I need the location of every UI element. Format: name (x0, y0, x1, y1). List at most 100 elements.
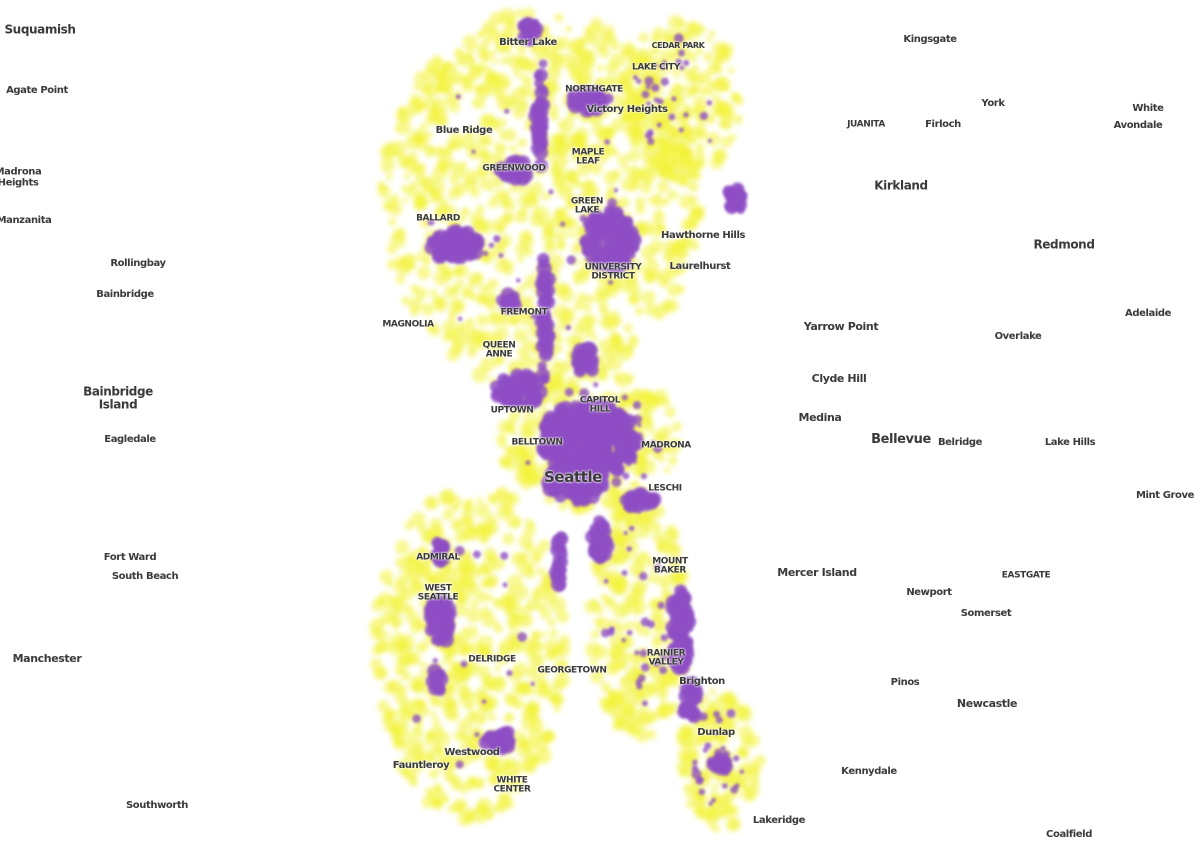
heat-dot (726, 816, 741, 832)
heat-dot (716, 733, 728, 745)
place-label: Somerset (960, 607, 1012, 619)
heat-dot (446, 142, 456, 152)
heat-blob (651, 83, 660, 93)
heat-blob (498, 252, 504, 258)
heat-blob (538, 59, 548, 69)
place-label: Southworth (125, 799, 189, 811)
heat-dot (429, 517, 443, 531)
heat-dot (439, 160, 446, 167)
heat-blob (691, 769, 702, 780)
heat-blob (713, 710, 721, 718)
heat-dot (528, 181, 544, 197)
heat-dot (523, 295, 535, 306)
heat-dot (482, 20, 497, 34)
heat-dot (436, 69, 450, 82)
heat-dot (409, 778, 418, 787)
heat-dot (487, 712, 497, 722)
heat-dot (667, 171, 678, 182)
heat-dot (734, 96, 744, 106)
heat-dot (659, 49, 674, 64)
heat-dot (467, 347, 477, 358)
heat-dot (655, 434, 667, 445)
heat-dot (573, 139, 588, 154)
heat-dot (578, 67, 593, 83)
heat-blob (582, 473, 598, 489)
heat-blob (632, 400, 642, 410)
heat-blob (503, 734, 512, 743)
place-label: Clyde Hill (811, 372, 867, 386)
heat-blob (494, 731, 501, 737)
heat-dot (509, 312, 522, 326)
heat-blob (634, 432, 643, 441)
heat-dot (534, 47, 548, 62)
heat-blob (679, 65, 685, 71)
heat-blob (698, 788, 706, 796)
heat-dot (561, 360, 574, 373)
heat-dot (500, 144, 508, 152)
heat-dot (412, 747, 426, 760)
heat-dot (591, 335, 598, 342)
place-label: Agate Point (6, 84, 68, 96)
place-label: Redmond (1033, 237, 1095, 252)
heat-dot (680, 159, 687, 166)
place-label: NORTHGATE (565, 84, 623, 95)
heat-dot (489, 774, 502, 787)
heat-blob (585, 254, 594, 263)
heat-dot (675, 246, 689, 260)
heat-dot (492, 499, 499, 506)
heat-dot (566, 334, 579, 348)
heat-dot (634, 306, 645, 316)
heat-dot (624, 533, 637, 546)
heat-dot (398, 228, 405, 235)
heat-dot (497, 118, 507, 127)
heat-dot (529, 428, 538, 438)
place-label: EASTGATE (1001, 570, 1051, 581)
heat-blob (644, 131, 653, 140)
heat-dot (733, 114, 743, 125)
heat-dot (457, 782, 469, 794)
heat-dot (625, 373, 635, 384)
heat-dot (517, 736, 529, 748)
heat-dot (744, 760, 761, 777)
heat-dot (664, 467, 671, 474)
heat-dot (514, 71, 521, 78)
heat-blob (660, 634, 668, 642)
heat-dot (652, 531, 664, 543)
heat-dot (608, 661, 619, 672)
heat-dot (617, 154, 629, 166)
heat-dot (679, 754, 688, 762)
heat-dot (479, 356, 495, 372)
heat-dot (595, 665, 604, 674)
heat-dot (526, 650, 537, 661)
heat-dot (460, 688, 471, 699)
heat-blob (722, 750, 731, 759)
heat-dot (720, 136, 733, 148)
heat-dot (468, 736, 480, 748)
heat-blob (443, 247, 459, 262)
heat-dot (429, 288, 438, 297)
heat-dot (565, 197, 579, 210)
heat-dot (462, 74, 472, 85)
heat-dot (626, 165, 642, 181)
heat-dot (446, 709, 460, 722)
heat-dot (583, 326, 596, 339)
heat-dot (748, 794, 756, 802)
heat-blob (551, 534, 563, 545)
heat-dot (651, 27, 666, 41)
heat-blob (678, 127, 684, 133)
heat-dot (487, 311, 503, 326)
heat-blob (628, 417, 635, 424)
heat-dot (407, 568, 416, 576)
heat-dot (555, 672, 571, 688)
heat-dot (457, 718, 473, 734)
heat-dot (382, 631, 390, 638)
heat-dot (385, 173, 393, 181)
place-label: FREMONT (500, 307, 548, 318)
heat-blob (574, 350, 587, 364)
heat-dot (667, 283, 682, 297)
heat-dot (583, 303, 592, 313)
heat-dot (706, 36, 713, 43)
heat-dot (632, 180, 642, 191)
heat-dot (413, 682, 425, 694)
heat-dot (422, 257, 432, 266)
